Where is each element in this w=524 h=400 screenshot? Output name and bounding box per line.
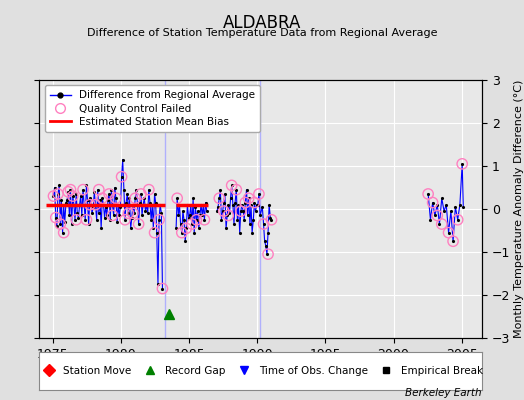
Point <box>79 186 87 193</box>
Point <box>95 186 103 193</box>
Point <box>131 195 139 202</box>
Point <box>54 191 62 197</box>
Point <box>155 216 163 223</box>
Point <box>267 216 276 223</box>
Point <box>67 186 75 193</box>
Point <box>245 195 253 202</box>
Point <box>188 221 196 227</box>
Point <box>85 202 94 208</box>
Legend: Station Move, Record Gap, Time of Obs. Change, Empirical Break: Station Move, Record Gap, Time of Obs. C… <box>35 363 486 379</box>
Point <box>224 212 233 219</box>
Point <box>250 199 259 206</box>
Point <box>51 214 60 221</box>
Point <box>227 182 236 188</box>
Point <box>255 191 263 197</box>
Point <box>178 230 186 236</box>
Point <box>173 195 181 202</box>
Point <box>150 230 159 236</box>
Point <box>145 186 153 193</box>
Point <box>259 221 268 227</box>
Point <box>158 285 167 292</box>
Point <box>124 210 133 216</box>
Point <box>458 161 466 167</box>
Point <box>453 216 462 223</box>
Point <box>117 174 126 180</box>
Point <box>135 221 143 227</box>
Point <box>121 216 129 223</box>
Point <box>182 225 191 232</box>
Point <box>98 195 106 202</box>
Point <box>232 186 241 193</box>
Point <box>237 208 245 214</box>
Point <box>72 216 80 223</box>
Point <box>112 195 120 202</box>
Point <box>438 221 446 227</box>
Point <box>60 230 68 236</box>
Point <box>137 191 145 197</box>
Text: Berkeley Earth: Berkeley Earth <box>406 388 482 398</box>
Point <box>69 193 77 199</box>
Point <box>192 216 201 223</box>
Text: ALDABRA: ALDABRA <box>223 14 301 32</box>
Point <box>64 189 72 195</box>
Point <box>220 208 228 214</box>
Point <box>424 191 432 197</box>
Point <box>449 238 457 244</box>
Point <box>433 212 441 219</box>
Legend: Difference from Regional Average, Quality Control Failed, Estimated Station Mean: Difference from Regional Average, Qualit… <box>45 85 260 132</box>
Y-axis label: Monthly Temperature Anomaly Difference (°C): Monthly Temperature Anomaly Difference (… <box>515 80 524 338</box>
Point <box>215 195 223 202</box>
Point <box>49 193 58 199</box>
Point <box>105 191 113 197</box>
Point <box>108 212 117 219</box>
Point <box>241 199 249 206</box>
Point <box>129 210 137 216</box>
Point <box>444 230 453 236</box>
Point <box>91 202 100 208</box>
Point <box>200 216 209 223</box>
Text: Difference of Station Temperature Data from Regional Average: Difference of Station Temperature Data f… <box>87 28 437 38</box>
Point <box>82 216 91 223</box>
Point <box>264 251 272 257</box>
Point <box>56 221 64 227</box>
Point <box>429 199 437 206</box>
